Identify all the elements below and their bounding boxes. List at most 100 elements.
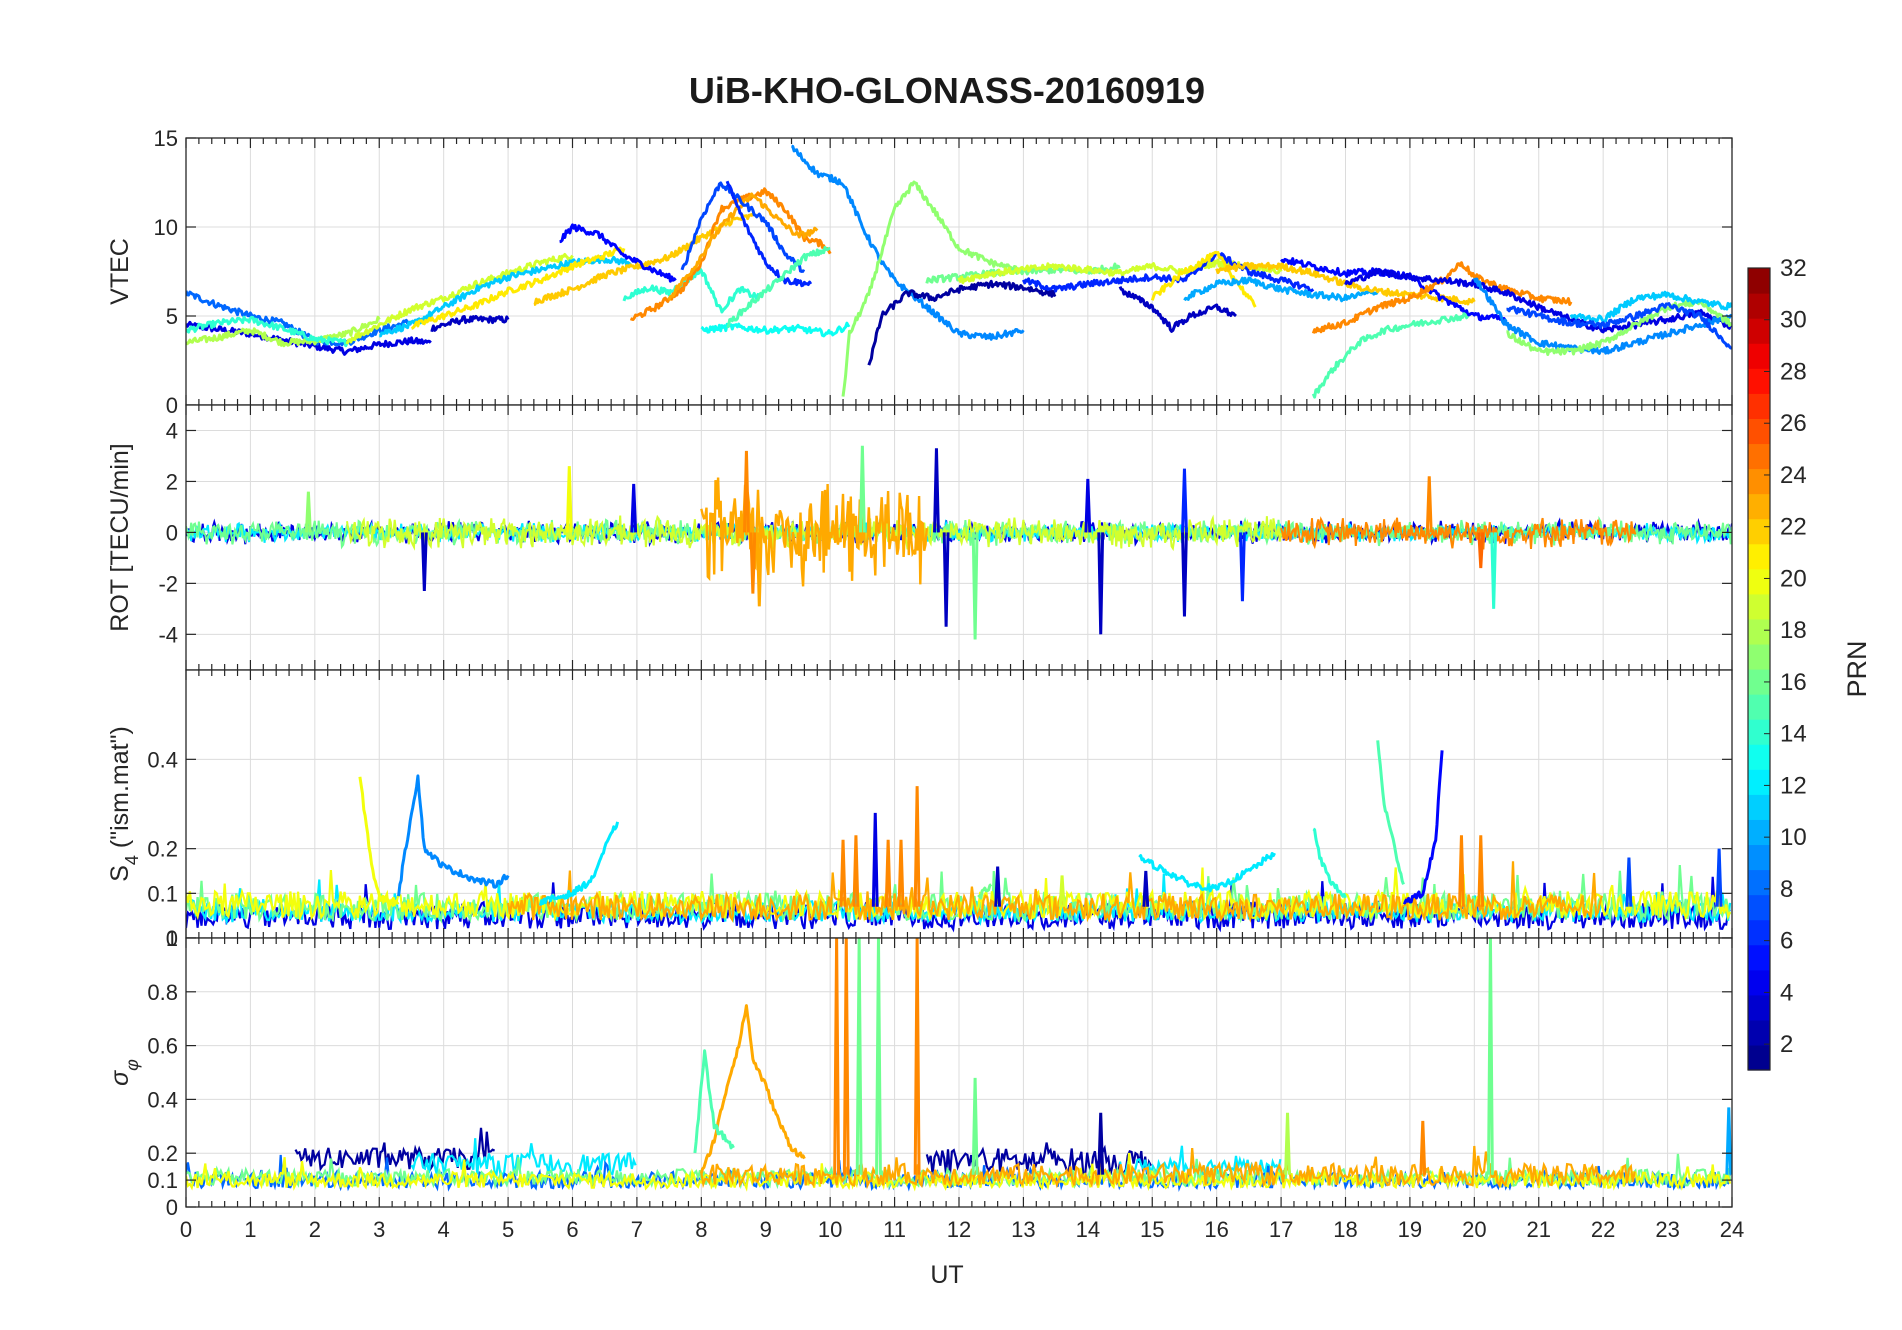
y-tick-label: 0.2 xyxy=(147,1141,178,1166)
spike-prn-24 xyxy=(913,786,921,907)
colorbar-tick-label: 30 xyxy=(1780,307,1807,334)
colorbar-tick-label: 2 xyxy=(1780,1031,1793,1058)
spike-prn-3 xyxy=(1181,532,1188,617)
plot-lines-s4 xyxy=(186,740,1732,933)
colorbar-tick-label: 20 xyxy=(1780,565,1807,592)
colorbar-segment xyxy=(1748,894,1770,921)
series-line-prn-9 xyxy=(397,774,510,897)
colorbar-tick-label: 4 xyxy=(1780,979,1793,1006)
x-tick-label: 12 xyxy=(947,1217,971,1242)
y-tick-label: 15 xyxy=(154,126,178,151)
y-tick-label: -4 xyxy=(158,622,178,647)
series-line-prn-14 xyxy=(186,315,349,348)
colorbar-segment xyxy=(1748,844,1770,871)
series-line-prn-3 xyxy=(430,314,510,332)
spike-prn-24 xyxy=(1477,835,1485,907)
panel-s4: 0 0.1 0.2 0.4S4 ("ism.mat") xyxy=(106,669,1733,951)
series-line-prn-5 xyxy=(1403,750,1444,905)
colorbar-segment xyxy=(1748,418,1770,445)
colorbar-segment xyxy=(1748,869,1770,896)
series-line-prn-23 xyxy=(699,1004,806,1174)
series-line-prn-11 xyxy=(1569,290,1732,324)
spike-prn-16 xyxy=(1487,938,1494,1175)
colorbar-segment xyxy=(1748,769,1770,795)
colorbar-segment xyxy=(1748,994,1770,1021)
colorbar-tick-label: 24 xyxy=(1780,462,1807,489)
series-line-prn-5 xyxy=(559,223,677,283)
series-line-prn-23 xyxy=(667,192,819,301)
spike-prn-24 xyxy=(833,938,841,1175)
spike-prn-20 xyxy=(565,466,573,533)
spike-prn-18 xyxy=(1284,1112,1291,1175)
y-axis-label-rot: ROT [TECU/min] xyxy=(106,443,134,631)
x-tick-label: 14 xyxy=(1076,1217,1100,1242)
series-line-prn-15 xyxy=(726,245,831,328)
spike-prn-24 xyxy=(852,835,860,907)
colorbar-segment xyxy=(1748,1019,1770,1046)
colorbar-segment xyxy=(1748,618,1770,645)
x-tick-label: 19 xyxy=(1398,1217,1422,1242)
x-tick-label: 17 xyxy=(1269,1217,1293,1242)
spike-prn-3 xyxy=(1142,870,1150,907)
spike-prn-14 xyxy=(1490,532,1498,609)
colorbar-segment xyxy=(1748,568,1770,595)
spike-prn-7 xyxy=(1625,857,1633,907)
series-line-prn-24 xyxy=(1311,261,1573,334)
colorbar-tick-label: 22 xyxy=(1780,514,1807,541)
colorbar-tick-label: 28 xyxy=(1780,358,1807,385)
x-tick-label: 16 xyxy=(1204,1217,1228,1242)
series-line-prn-16 xyxy=(977,883,993,900)
series-line-prn-7 xyxy=(1506,302,1732,350)
plot-lines-rot xyxy=(186,445,1732,640)
spike-prn-6 xyxy=(1181,468,1188,533)
series-line-prn-17 xyxy=(841,180,1025,397)
series-line-prn-4 xyxy=(1344,267,1732,334)
y-tick-label: 0.2 xyxy=(147,837,178,862)
x-tick-label: 3 xyxy=(373,1217,385,1242)
series-line-prn-9 xyxy=(1472,277,1732,355)
colorbar-segment xyxy=(1748,719,1770,745)
series-line-prn-21 xyxy=(411,246,626,330)
x-tick-label: 6 xyxy=(566,1217,578,1242)
y-axis-label-s4: S4 ("ism.mat") xyxy=(106,726,142,882)
y-axis-label-vtec: VTEC xyxy=(106,238,134,305)
x-axis-label: UT xyxy=(930,1261,963,1289)
y-tick-label: 0 xyxy=(166,1195,178,1220)
series-line-prn-12 xyxy=(1138,852,1276,893)
colorbar-segment xyxy=(1748,468,1770,495)
spike-prn-16 xyxy=(875,938,882,1175)
colorbar-segment xyxy=(1748,368,1770,394)
x-tick-label: 10 xyxy=(818,1217,842,1242)
spike-prn-3 xyxy=(942,532,950,627)
panel-rot: -4 -2 0 2 4 ROT [TECU/min] xyxy=(106,404,1733,671)
spike-prn-6 xyxy=(1239,532,1246,602)
spike-prn-16 xyxy=(858,445,866,533)
colorbar-segment xyxy=(1748,643,1770,670)
x-tick-label: 7 xyxy=(631,1217,643,1242)
series-line-prn-2 xyxy=(294,1127,496,1172)
y-tick-label: 0.1 xyxy=(147,1168,178,1193)
spike-prn-3 xyxy=(420,532,428,592)
spike-prn-4 xyxy=(630,483,638,533)
series-line-prn-24 xyxy=(629,187,832,321)
chart-title: UiB-KHO-GLONASS-20160919 xyxy=(689,70,1205,111)
spike-prn-7 xyxy=(1715,848,1723,907)
spike-prn-24 xyxy=(1425,476,1433,533)
spike-prn-2 xyxy=(1097,1112,1105,1175)
series-line-prn-23 xyxy=(507,861,1603,924)
colorbar-tick-label: 12 xyxy=(1780,772,1807,799)
spike-prn-17 xyxy=(304,491,312,533)
spike-prn-24 xyxy=(1419,1120,1427,1175)
colorbar-tick-label: 6 xyxy=(1780,928,1793,955)
colorbar-tick-label: 14 xyxy=(1780,721,1807,748)
colorbar-segment xyxy=(1748,268,1770,294)
x-tick-label: 23 xyxy=(1655,1217,1679,1242)
series-line-prn-15 xyxy=(1311,312,1470,399)
colorbar-segment xyxy=(1748,593,1770,620)
series-line-prn-20 xyxy=(358,776,400,906)
y-tick-label: 0 xyxy=(166,520,178,545)
colorbar-segment xyxy=(1748,1044,1770,1071)
spike-prn-16 xyxy=(971,532,979,640)
